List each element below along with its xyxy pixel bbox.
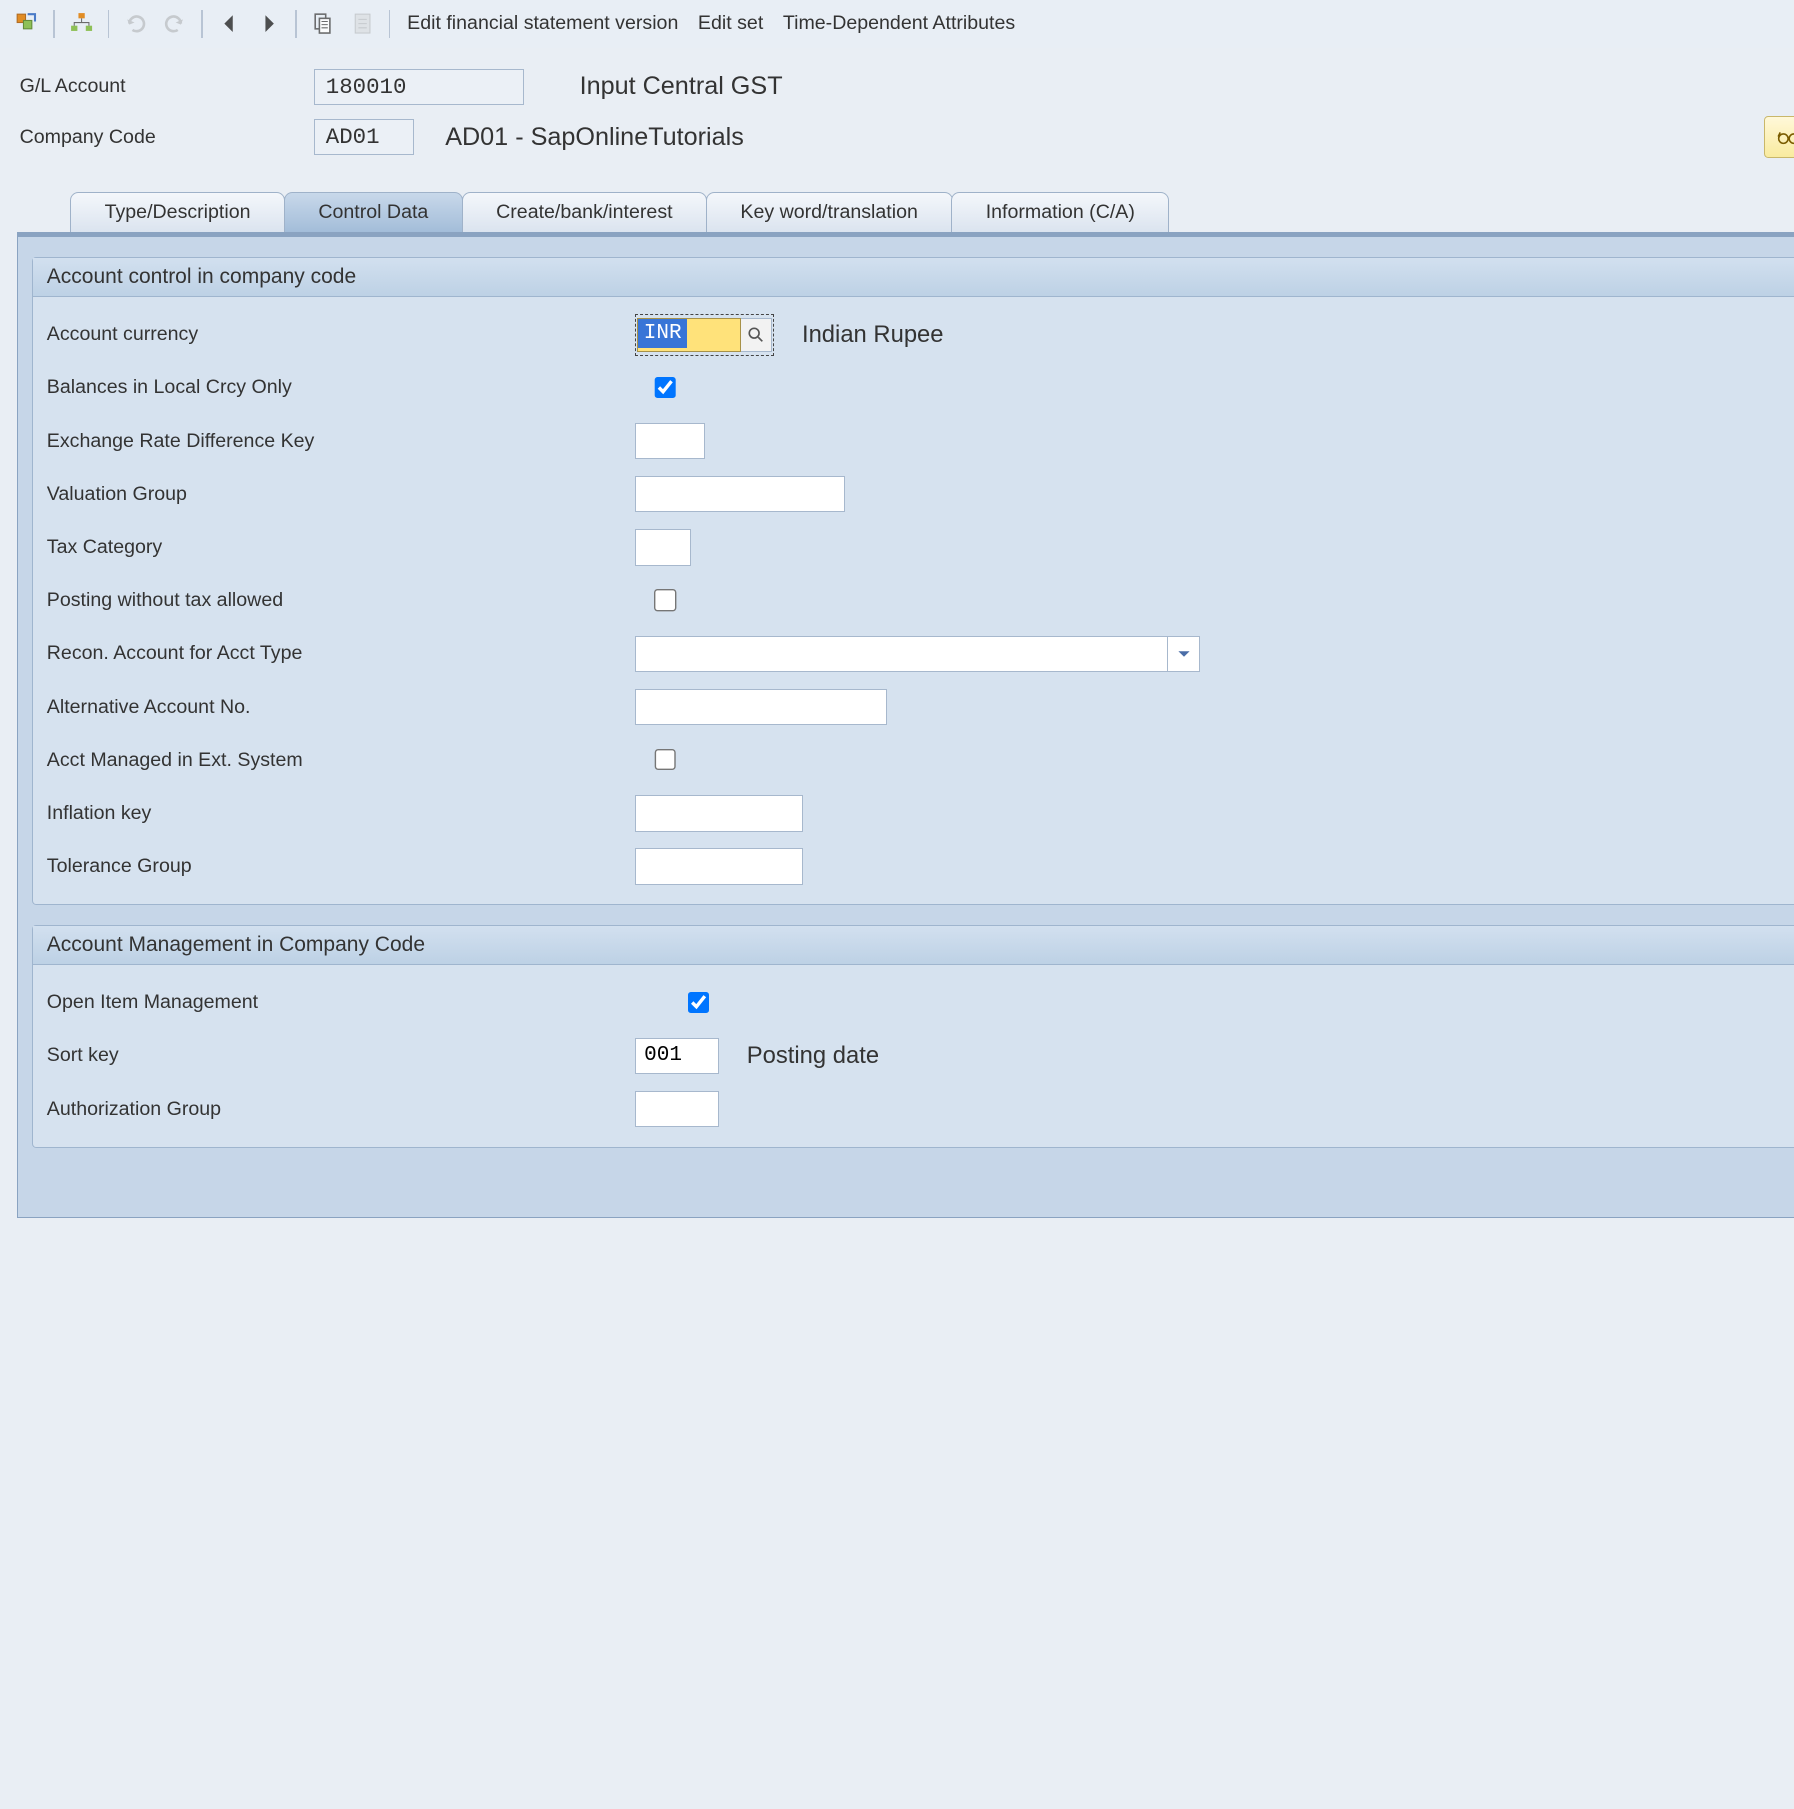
posting-no-tax-label: Posting without tax allowed <box>47 589 635 612</box>
tabs-row: Type/Description Control Data Create/ban… <box>70 188 1794 233</box>
account-currency-value: INR <box>638 319 687 348</box>
ext-system-checkbox[interactable] <box>654 749 676 771</box>
group-account-management: Account Management in Company Code Open … <box>32 925 1794 1148</box>
inflation-key-label: Inflation key <box>47 802 635 825</box>
sort-key-desc: Posting date <box>747 1042 879 1070</box>
edit-fsv-link[interactable]: Edit financial statement version <box>402 10 684 39</box>
undo-icon <box>120 8 151 39</box>
separator <box>389 10 390 38</box>
gl-account-value: 180010 <box>314 69 524 105</box>
tax-category-label: Tax Category <box>47 536 635 559</box>
separator <box>201 10 202 38</box>
hierarchy-icon[interactable] <box>66 8 97 39</box>
chevron-down-icon[interactable] <box>1167 636 1201 672</box>
display-change-icon[interactable] <box>308 8 339 39</box>
scroll-area[interactable]: Account control in company code Account … <box>26 246 1794 1209</box>
gl-account-desc: Input Central GST <box>580 72 783 101</box>
tab-create-bank-interest[interactable]: Create/bank/interest <box>462 192 708 233</box>
company-code-desc: AD01 - SapOnlineTutorials <box>445 123 744 152</box>
header-area: G/L Account 180010 Input Central GST Com… <box>0 48 1794 188</box>
inflation-key-input[interactable] <box>635 795 803 831</box>
account-currency-field: INR <box>635 314 774 356</box>
balances-local-checkbox[interactable] <box>654 377 676 399</box>
account-currency-input[interactable]: INR <box>637 318 741 352</box>
edit-set-link[interactable]: Edit set <box>692 10 769 39</box>
valuation-group-input[interactable] <box>635 476 845 512</box>
document-icon <box>347 8 378 39</box>
posting-no-tax-checkbox[interactable] <box>654 589 676 611</box>
gl-account-label: G/L Account <box>20 75 300 98</box>
alt-account-input[interactable] <box>635 689 887 725</box>
tab-type-description[interactable]: Type/Description <box>70 192 285 233</box>
tab-information-ca[interactable]: Information (C/A) <box>951 192 1169 233</box>
prev-icon[interactable] <box>214 8 245 39</box>
auth-group-input[interactable] <box>635 1091 719 1127</box>
balances-local-label: Balances in Local Crcy Only <box>47 376 635 399</box>
auth-group-label: Authorization Group <box>47 1098 635 1121</box>
open-item-label: Open Item Management <box>47 991 635 1014</box>
account-currency-desc: Indian Rupee <box>802 321 944 349</box>
search-help-button[interactable] <box>741 318 772 352</box>
redo-icon <box>160 8 191 39</box>
content-panel: Account control in company code Account … <box>17 232 1794 1218</box>
open-item-checkbox[interactable] <box>688 992 710 1014</box>
company-code-label: Company Code <box>20 126 300 149</box>
group-account-control-title: Account control in company code <box>33 258 1794 297</box>
recon-account-input[interactable] <box>635 636 1167 672</box>
time-dep-link[interactable]: Time-Dependent Attributes <box>777 10 1021 39</box>
separator <box>295 10 296 38</box>
ext-system-label: Acct Managed in Ext. System <box>47 749 635 772</box>
group-account-control: Account control in company code Account … <box>32 257 1794 905</box>
toolbar: Edit financial statement version Edit se… <box>0 0 1794 48</box>
group-account-management-title: Account Management in Company Code <box>33 926 1794 965</box>
tolerance-group-input[interactable] <box>635 848 803 884</box>
tax-category-input[interactable] <box>635 529 691 565</box>
tab-control-data[interactable]: Control Data <box>284 192 463 233</box>
recon-account-dropdown[interactable] <box>635 636 1201 672</box>
recon-account-label: Recon. Account for Acct Type <box>47 642 635 665</box>
valuation-group-label: Valuation Group <box>47 483 635 506</box>
tolerance-group-label: Tolerance Group <box>47 855 635 878</box>
glasses-button[interactable] <box>1764 116 1794 158</box>
exch-rate-diff-input[interactable] <box>635 423 705 459</box>
sort-key-label: Sort key <box>47 1044 635 1067</box>
alt-account-label: Alternative Account No. <box>47 696 635 719</box>
next-icon[interactable] <box>253 8 284 39</box>
company-code-value: AD01 <box>314 119 415 155</box>
exch-rate-diff-label: Exchange Rate Difference Key <box>47 430 635 453</box>
separator <box>53 10 54 38</box>
sort-key-input[interactable] <box>635 1038 719 1074</box>
account-currency-label: Account currency <box>47 323 635 346</box>
other-object-icon[interactable] <box>11 8 42 39</box>
separator <box>108 10 109 38</box>
tab-keyword-translation[interactable]: Key word/translation <box>706 192 953 233</box>
